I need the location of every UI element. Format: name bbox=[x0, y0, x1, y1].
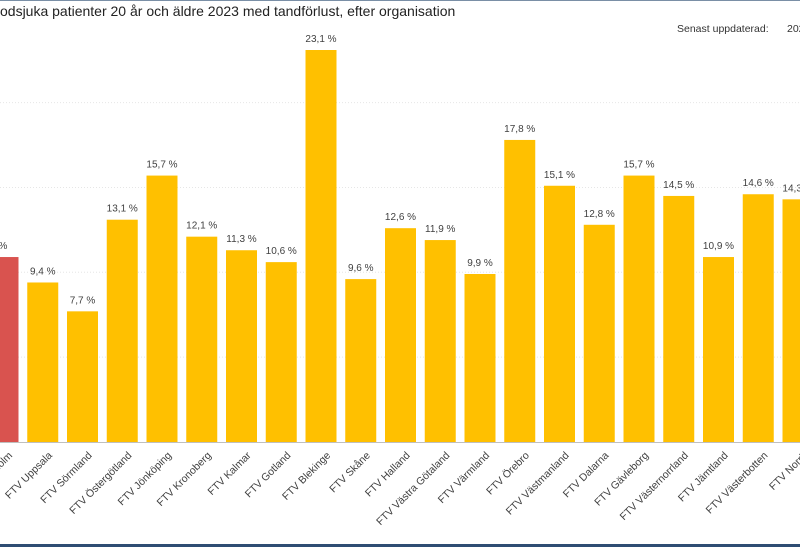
value-label: 10,9 % bbox=[703, 241, 734, 252]
value-label: 10,6 % bbox=[266, 246, 297, 257]
bar[interactable] bbox=[0, 257, 19, 442]
last-updated-label: Senast uppdaterad: bbox=[677, 23, 769, 35]
bar[interactable] bbox=[623, 175, 655, 443]
bar[interactable] bbox=[67, 311, 98, 442]
value-label: 15,7 % bbox=[146, 160, 177, 171]
category-label: FTV Norrb bbox=[767, 450, 800, 493]
bar[interactable] bbox=[265, 262, 297, 442]
bar[interactable] bbox=[385, 228, 416, 442]
category-label: kholm bbox=[0, 449, 15, 477]
category-label: FTV Västernorrland bbox=[618, 450, 691, 523]
last-updated-value: 202 bbox=[787, 23, 800, 35]
value-label: 9,9 % bbox=[467, 258, 493, 269]
value-label: 14,5 % bbox=[663, 180, 694, 191]
bar[interactable] bbox=[226, 250, 257, 442]
value-label: 9,4 % bbox=[30, 266, 56, 277]
bar[interactable] bbox=[424, 240, 456, 442]
value-label: 23,1 % bbox=[305, 34, 336, 45]
bar[interactable] bbox=[782, 199, 800, 442]
last-updated: Senast uppdaterad: 202 bbox=[677, 23, 800, 35]
value-label: 15,7 % bbox=[623, 160, 654, 171]
bar[interactable] bbox=[583, 224, 615, 442]
bar[interactable] bbox=[146, 175, 178, 443]
bars bbox=[0, 50, 800, 443]
bar[interactable] bbox=[703, 257, 734, 442]
value-label: % bbox=[0, 241, 8, 252]
bar[interactable] bbox=[544, 185, 575, 442]
value-label: 14,6 % bbox=[743, 178, 774, 189]
value-label: 9,6 % bbox=[348, 263, 374, 274]
value-label: 12,8 % bbox=[584, 209, 615, 220]
value-label: 11,3 % bbox=[226, 234, 256, 245]
value-label: 13,1 % bbox=[107, 204, 138, 215]
bar[interactable] bbox=[106, 219, 138, 442]
bar[interactable] bbox=[742, 194, 774, 442]
category-label: FTV Västra Götaland bbox=[374, 450, 452, 528]
bar[interactable] bbox=[186, 236, 218, 442]
value-label: 12,6 % bbox=[385, 212, 416, 223]
chart-title: odsjuka patienter 20 år och äldre 2023 m… bbox=[0, 3, 456, 19]
bar[interactable] bbox=[464, 274, 496, 442]
bar[interactable] bbox=[27, 282, 59, 442]
value-labels: % 9,4 % 7,7 % 13,1 % 15,7 % 12,1 % 11,3 % 10,6 … bbox=[0, 34, 800, 306]
bar[interactable] bbox=[663, 195, 695, 442]
value-label: 14,3 % bbox=[782, 183, 800, 194]
value-label: 11,9 % bbox=[425, 224, 455, 235]
bar[interactable] bbox=[504, 139, 536, 442]
value-label: 17,8 % bbox=[504, 124, 535, 135]
value-label: 15,1 % bbox=[544, 170, 575, 181]
value-label: 7,7 % bbox=[70, 295, 96, 306]
bar[interactable] bbox=[305, 50, 337, 442]
bar[interactable] bbox=[345, 279, 377, 442]
value-label: 12,1 % bbox=[186, 221, 217, 232]
